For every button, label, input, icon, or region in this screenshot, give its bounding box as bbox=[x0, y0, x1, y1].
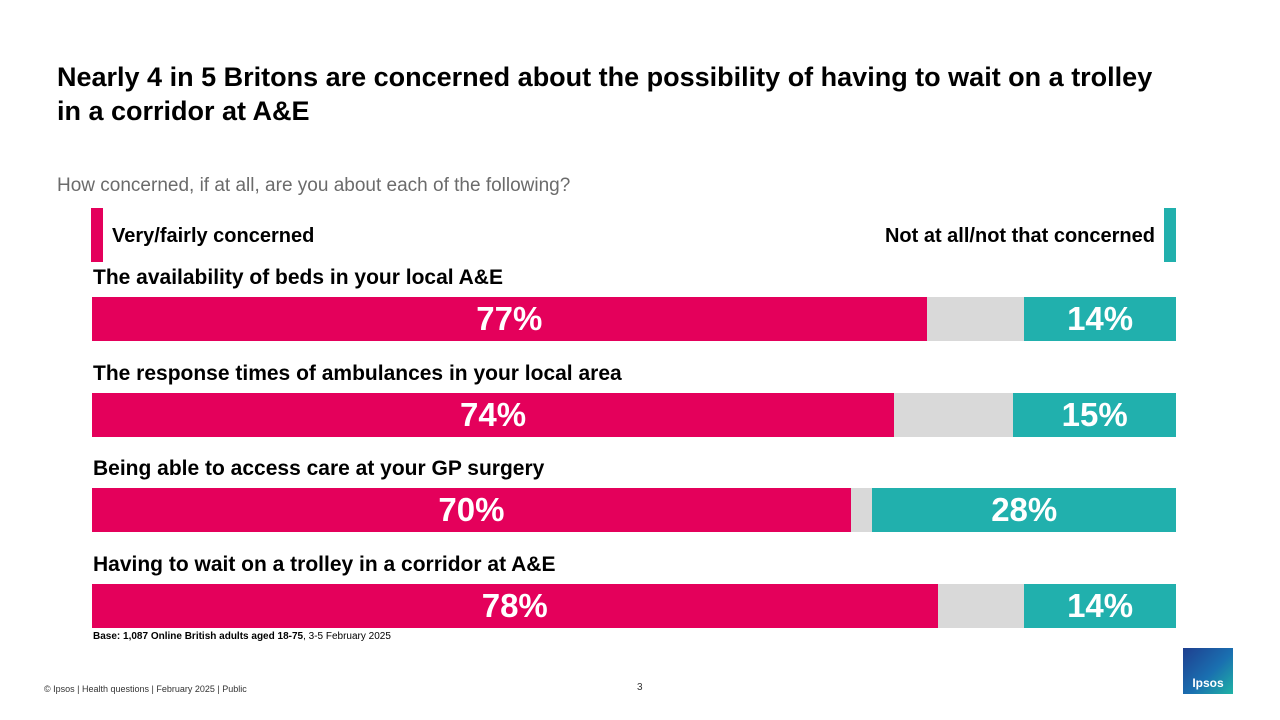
bar-segment-not-concerned bbox=[872, 488, 1176, 532]
bar-segment-other bbox=[937, 583, 1025, 628]
legend-positive-label: Very/fairly concerned bbox=[112, 225, 315, 247]
bar-segment-other bbox=[850, 488, 873, 532]
row-label: The response times of ambulances in your… bbox=[93, 361, 622, 385]
row-label: Being able to access care at your GP sur… bbox=[93, 457, 545, 480]
bar-segment-other bbox=[926, 297, 1025, 341]
bar-segment-concerned bbox=[92, 488, 851, 532]
bar-segment-not-concerned bbox=[1024, 583, 1176, 628]
legend-negative-marker bbox=[1164, 208, 1176, 262]
row-label: The availability of beds in your local A… bbox=[93, 266, 503, 289]
bar-segment-other bbox=[894, 392, 1014, 437]
value-label-not-concerned: 14% bbox=[1067, 586, 1134, 624]
legend-negative-label: Not at all/not that concerned bbox=[884, 225, 1155, 247]
ipsos-logo-text: Ipsos bbox=[1192, 676, 1224, 690]
legend-positive-marker bbox=[91, 208, 103, 262]
ipsos-logo: Ipsos bbox=[1183, 648, 1233, 694]
page-number: 3 bbox=[637, 682, 643, 693]
row-label: Having to wait on a trolley in a corrido… bbox=[93, 552, 556, 576]
bar-segment-concerned bbox=[92, 297, 927, 341]
bar-segment-concerned bbox=[92, 583, 938, 628]
value-label-concerned: 74% bbox=[460, 395, 527, 433]
footer-text: © Ipsos | Health questions | February 20… bbox=[44, 684, 247, 694]
value-label-not-concerned: 28% bbox=[991, 491, 1058, 528]
question-subtitle: How concerned, if at all, are you about … bbox=[57, 175, 571, 196]
base-note-date: , 3-5 February 2025 bbox=[303, 631, 391, 642]
value-label-concerned: 77% bbox=[476, 300, 543, 337]
value-label-not-concerned: 15% bbox=[1061, 395, 1128, 433]
bar-segment-concerned bbox=[92, 392, 895, 437]
bar-segment-not-concerned bbox=[1013, 392, 1176, 437]
value-label-concerned: 78% bbox=[481, 586, 548, 624]
value-label-concerned: 70% bbox=[438, 491, 505, 528]
bar-segment-not-concerned bbox=[1024, 297, 1176, 341]
value-label-not-concerned: 14% bbox=[1067, 300, 1134, 337]
page-title: Nearly 4 in 5 Britons are concerned abou… bbox=[57, 62, 1153, 126]
base-note-bold: Base: 1,087 Online British adults aged 1… bbox=[93, 631, 304, 642]
base-note: Base: 1,087 Online British adults aged 1… bbox=[93, 631, 391, 642]
